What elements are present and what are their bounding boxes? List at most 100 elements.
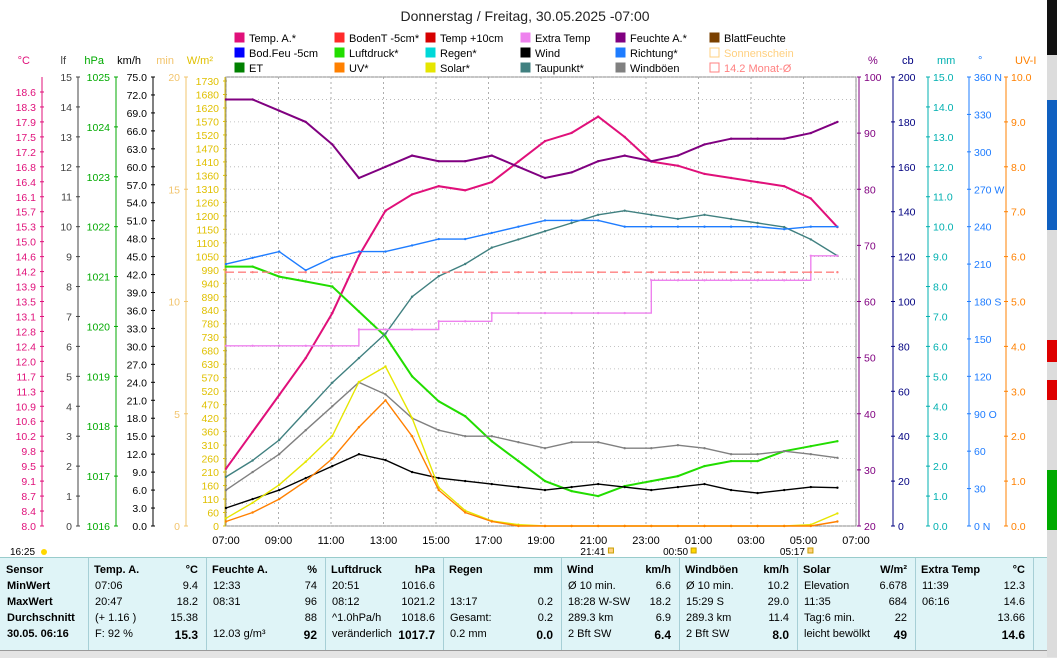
series-point bbox=[464, 320, 467, 323]
series-point bbox=[570, 171, 573, 174]
legend-label: BodenT -5cm* bbox=[349, 33, 420, 45]
series-point bbox=[836, 254, 839, 257]
cell-label: veränderlich bbox=[332, 628, 392, 640]
series-point bbox=[251, 497, 254, 501]
axis-tick-label: 42.0 bbox=[127, 270, 148, 282]
series-point bbox=[437, 160, 440, 163]
axis-tick-label: 140 bbox=[898, 207, 916, 219]
cell-label: 20:47 bbox=[95, 596, 123, 608]
axis-tick-label: 8.0 bbox=[1011, 162, 1026, 174]
table-row: F: 92 % 15.3 bbox=[91, 628, 202, 644]
cell-label: 15:29 S bbox=[686, 596, 724, 608]
axis-tick-label: 520 bbox=[201, 386, 219, 398]
chart-title: Donnerstag / Freitag, 30.05.2025 -07:00 bbox=[400, 8, 649, 24]
series-point bbox=[490, 520, 493, 523]
wind-header: Wind bbox=[567, 564, 594, 576]
axis-tick-label: 12.8 bbox=[16, 326, 37, 338]
series-point bbox=[703, 279, 706, 282]
axis-tick-label: 5 bbox=[66, 371, 72, 383]
extra-unit: °C bbox=[1012, 564, 1025, 576]
series-point bbox=[278, 453, 281, 456]
axis-tick-label: 160 bbox=[201, 481, 219, 493]
axis-tick-label: 72.0 bbox=[127, 90, 148, 102]
axis-tick-label: 80 bbox=[898, 341, 910, 353]
series-point bbox=[357, 254, 361, 257]
series-point bbox=[517, 225, 520, 228]
series-point bbox=[836, 512, 839, 515]
series-point bbox=[224, 467, 228, 470]
axis-unit-uv: UV-I bbox=[1015, 55, 1036, 67]
series-point bbox=[437, 237, 440, 241]
series-point bbox=[384, 209, 387, 212]
series-point bbox=[464, 160, 467, 163]
series-point bbox=[437, 400, 440, 403]
series-point bbox=[278, 488, 281, 492]
series-point bbox=[517, 271, 520, 274]
series-point bbox=[809, 485, 812, 489]
sunrise-marker: 05:17 bbox=[780, 547, 805, 557]
series-point bbox=[278, 483, 281, 486]
cell-value: 14.6 bbox=[1001, 628, 1025, 642]
axis-tick-label: 300 bbox=[974, 147, 992, 159]
series-point bbox=[357, 176, 361, 180]
series-point bbox=[517, 524, 520, 528]
series-point bbox=[437, 271, 440, 274]
series-point bbox=[597, 160, 600, 163]
axis-tick-label: 60 bbox=[974, 446, 986, 458]
time-label: 21:00 bbox=[580, 535, 608, 547]
series-point bbox=[756, 524, 759, 528]
series-point bbox=[490, 311, 493, 315]
cell-label: Gesamt: bbox=[450, 612, 492, 624]
series-point bbox=[570, 219, 573, 222]
cell-value: 6.6 bbox=[655, 580, 671, 592]
legend-label: Solar* bbox=[440, 63, 471, 75]
axis-tick-label: 1018 bbox=[87, 421, 111, 433]
axis-tick-label: 51.0 bbox=[127, 216, 148, 228]
series-point bbox=[836, 120, 839, 124]
axis-tick-label: 1025 bbox=[87, 72, 111, 84]
summary-panel: Sensor MinWert MaxWert Durchschnitt 30.0… bbox=[0, 557, 1048, 650]
legend-swatch bbox=[334, 32, 345, 43]
wind-unit: km/h bbox=[645, 564, 671, 576]
table-row: Gesamt: 0.2 bbox=[446, 612, 557, 628]
extra-column: Extra Temp °C 11:39 12.3 06:16 14.6 13.66 14.6 bbox=[915, 558, 1034, 650]
series-point bbox=[331, 143, 334, 146]
feuchte-header: Feuchte A. bbox=[212, 564, 268, 576]
cell-label: 289.3 km bbox=[686, 612, 732, 624]
axis-tick-label: 13.9 bbox=[16, 282, 37, 294]
series-point bbox=[756, 137, 759, 140]
series-point bbox=[304, 280, 307, 283]
status-bar bbox=[0, 650, 1057, 658]
cell-value: 6.4 bbox=[654, 628, 671, 642]
series-point bbox=[809, 445, 812, 448]
series-point bbox=[623, 154, 626, 157]
legend-swatch bbox=[425, 47, 436, 58]
series-line bbox=[226, 265, 838, 498]
series-point bbox=[278, 109, 281, 112]
cell-label: 2 Bft SW bbox=[686, 628, 730, 640]
series-point bbox=[437, 429, 440, 432]
series-point bbox=[517, 459, 520, 463]
axis-tick-label: 9.0 bbox=[933, 252, 948, 264]
series-point bbox=[464, 511, 467, 514]
series-point bbox=[410, 416, 414, 420]
series-point bbox=[756, 459, 759, 463]
series-point bbox=[224, 271, 228, 274]
series-point bbox=[278, 275, 281, 278]
axis-tick-label: 8.0 bbox=[933, 282, 948, 294]
row-label-avg: Durchschnitt bbox=[7, 612, 75, 624]
feuchte-unit: % bbox=[307, 564, 317, 576]
axis-tick-label: 1680 bbox=[196, 89, 220, 101]
time-label: 07:00 bbox=[212, 535, 240, 547]
axis-tick-label: 630 bbox=[201, 359, 219, 371]
table-row: 14.6 bbox=[918, 628, 1029, 644]
series-point bbox=[597, 524, 600, 528]
series-point bbox=[543, 447, 547, 450]
table-row: 20:47 18.2 bbox=[91, 596, 202, 612]
cell-label: Ø 10 min. bbox=[568, 580, 616, 592]
axis-tick-label: 17.9 bbox=[16, 117, 37, 129]
axis-tick-label: 890 bbox=[201, 292, 219, 304]
axis-tick-label: 1520 bbox=[196, 130, 220, 142]
series-line bbox=[225, 399, 838, 527]
series-point bbox=[437, 275, 440, 278]
